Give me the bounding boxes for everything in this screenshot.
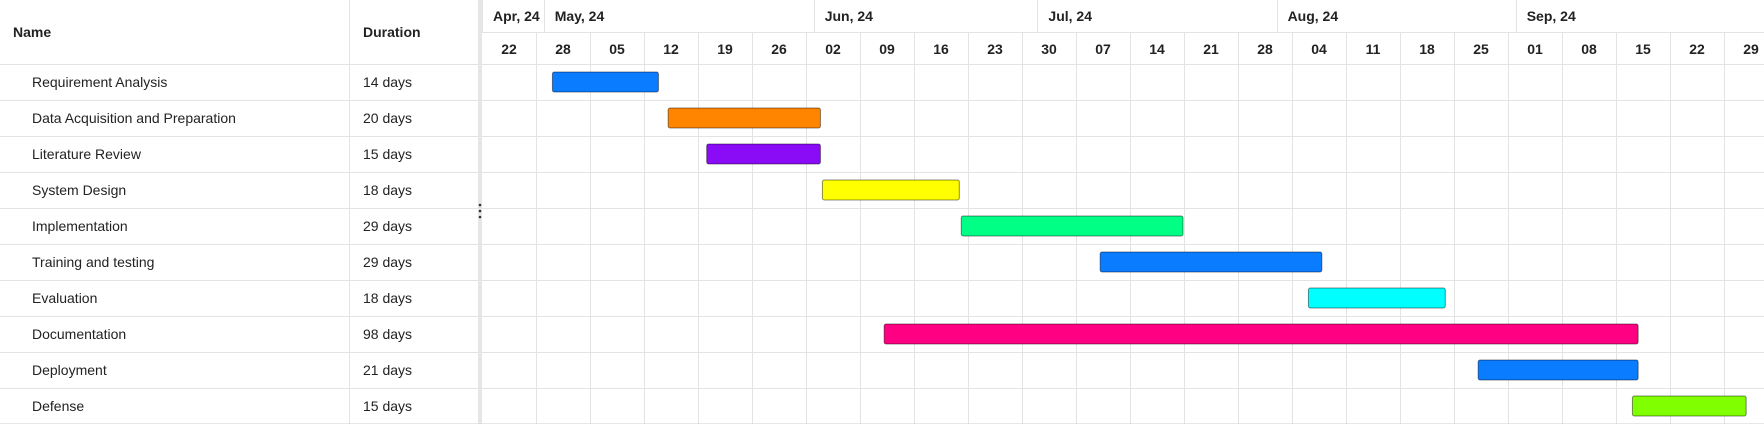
week-label: 21 xyxy=(1203,41,1219,57)
week-label: 28 xyxy=(555,41,571,57)
week-label: 11 xyxy=(1366,41,1381,57)
task-name: Evaluation xyxy=(32,290,97,306)
task-duration: 18 days xyxy=(363,182,412,198)
task-duration: 98 days xyxy=(363,326,412,342)
task-name: Implementation xyxy=(32,218,128,234)
month-label: Aug, 24 xyxy=(1288,8,1339,24)
month-label: Sep, 24 xyxy=(1527,8,1576,24)
week-label: 08 xyxy=(1581,41,1597,57)
week-label: 19 xyxy=(717,41,733,57)
week-label: 07 xyxy=(1095,41,1111,57)
task-bar[interactable] xyxy=(706,143,821,165)
week-label: 28 xyxy=(1257,41,1273,57)
task-name: Documentation xyxy=(32,326,126,342)
task-duration: 18 days xyxy=(363,290,412,306)
week-label: 09 xyxy=(879,41,895,57)
week-label: 18 xyxy=(1419,41,1435,57)
week-label: 29 xyxy=(1743,41,1759,57)
splitter-grip-dot xyxy=(478,209,482,213)
splitter-grip-dot xyxy=(478,215,482,219)
week-label: 22 xyxy=(501,41,517,57)
week-label: 30 xyxy=(1041,41,1057,57)
month-label: Apr, 24 xyxy=(493,8,540,24)
task-duration: 21 days xyxy=(363,362,412,378)
week-label: 05 xyxy=(609,41,625,57)
week-label: 02 xyxy=(825,41,841,57)
task-name: System Design xyxy=(32,182,126,198)
week-label: 15 xyxy=(1635,41,1651,57)
task-duration: 15 days xyxy=(363,146,412,162)
task-name: Data Acquisition and Preparation xyxy=(32,110,236,126)
task-duration: 29 days xyxy=(363,218,412,234)
week-label: 14 xyxy=(1149,41,1165,57)
splitter-grip-dot xyxy=(478,203,482,207)
task-bar[interactable] xyxy=(667,107,821,129)
task-duration: 15 days xyxy=(363,398,412,414)
task-name: Defense xyxy=(32,398,84,414)
task-bar[interactable] xyxy=(551,71,659,93)
task-bar[interactable] xyxy=(1307,287,1446,309)
month-label: Jul, 24 xyxy=(1048,8,1092,24)
task-duration: 14 days xyxy=(363,74,412,90)
week-label: 01 xyxy=(1527,41,1543,57)
task-bar[interactable] xyxy=(1099,251,1323,273)
week-label: 16 xyxy=(933,41,949,57)
task-name: Literature Review xyxy=(32,146,142,162)
task-name: Training and testing xyxy=(32,254,154,270)
column-header-duration[interactable]: Duration xyxy=(363,24,421,40)
task-duration: 29 days xyxy=(363,254,412,270)
task-bar[interactable] xyxy=(883,323,1639,345)
task-name: Requirement Analysis xyxy=(32,74,167,90)
week-label: 23 xyxy=(987,41,1003,57)
week-label: 25 xyxy=(1473,41,1489,57)
task-bar[interactable] xyxy=(821,179,960,201)
column-header-name[interactable]: Name xyxy=(13,24,51,40)
month-label: Jun, 24 xyxy=(825,8,873,24)
week-label: 12 xyxy=(663,41,679,57)
task-name: Deployment xyxy=(32,362,107,378)
week-label: 04 xyxy=(1311,41,1327,57)
task-duration: 20 days xyxy=(363,110,412,126)
task-bar[interactable] xyxy=(960,215,1184,237)
week-label: 22 xyxy=(1689,41,1705,57)
week-label: 26 xyxy=(771,41,787,57)
task-bar[interactable] xyxy=(1477,359,1639,381)
month-label: May, 24 xyxy=(555,8,605,24)
task-bar[interactable] xyxy=(1631,395,1747,417)
